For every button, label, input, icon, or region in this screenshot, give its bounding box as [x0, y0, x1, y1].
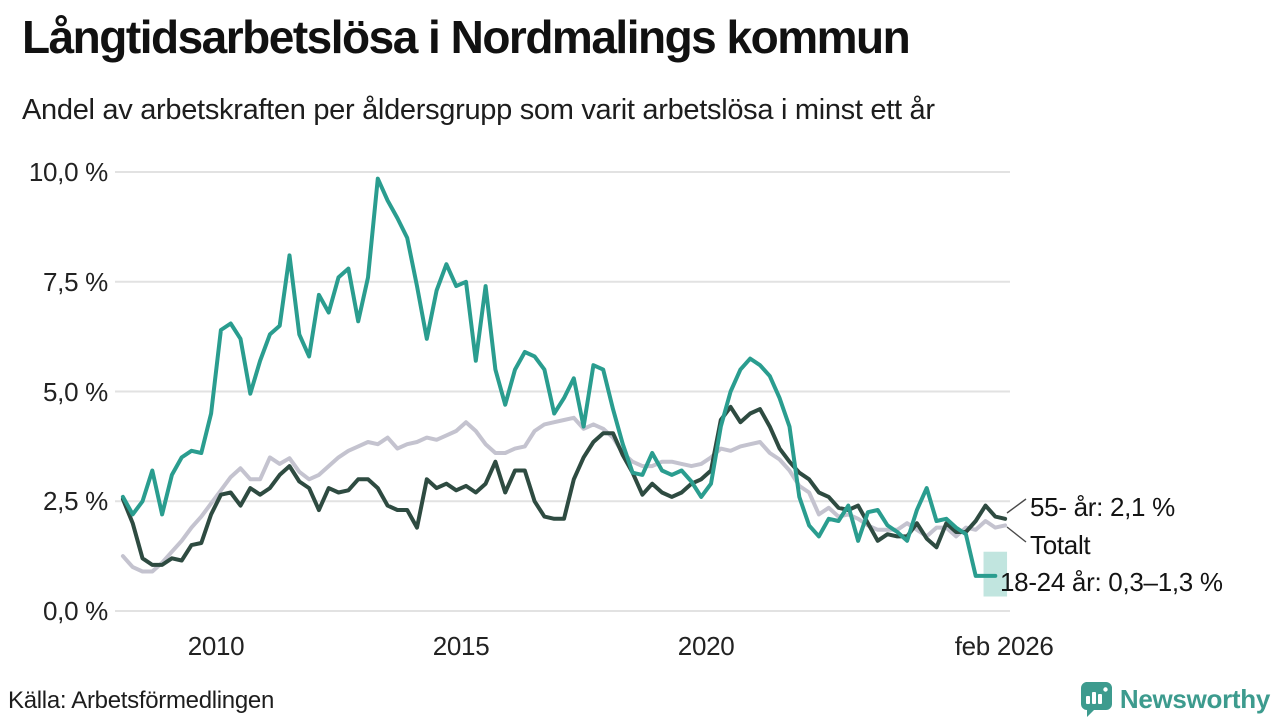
series-line-older: [120, 404, 1008, 567]
series-line-total: [120, 415, 1008, 574]
series-end-label-18-24: 18-24 år: 0,3–1,3 %: [1000, 567, 1223, 597]
label-connector-55-plus: [1006, 498, 1027, 514]
newsworthy-logo-icon: [1080, 682, 1112, 717]
y-tick-label: 5,0 %: [43, 376, 108, 407]
y-tick-label: 10,0 %: [28, 157, 108, 187]
label-connector-total: [1006, 526, 1027, 543]
y-tick-label: 7,5 %: [43, 266, 108, 297]
x-tick-label: 2010: [187, 631, 245, 661]
source-note: Källa: Arbetsförmedlingen: [8, 687, 274, 714]
page-title: Långtidsarbetslösa i Nordmalings kommun: [22, 11, 911, 63]
y-tick-label: 2,5 %: [43, 486, 108, 517]
newsworthy-logo: Newsworthy: [1078, 681, 1270, 717]
x-tick-label: 2015: [432, 631, 490, 661]
x-tick-label: 2020: [677, 631, 735, 661]
x-tick-label: feb 2026: [954, 631, 1054, 661]
series-line-youth: [120, 176, 998, 578]
series-end-label-total: Totalt: [1030, 530, 1091, 560]
newsworthy-wordmark: Newsworthy: [1119, 683, 1270, 714]
series-end-label-55-plus: 55- år: 2,1 %: [1030, 492, 1175, 522]
chart-subtitle: Andel av arbetskraften per åldersgrupp s…: [22, 94, 935, 126]
y-tick-label: 0,0 %: [43, 596, 108, 626]
